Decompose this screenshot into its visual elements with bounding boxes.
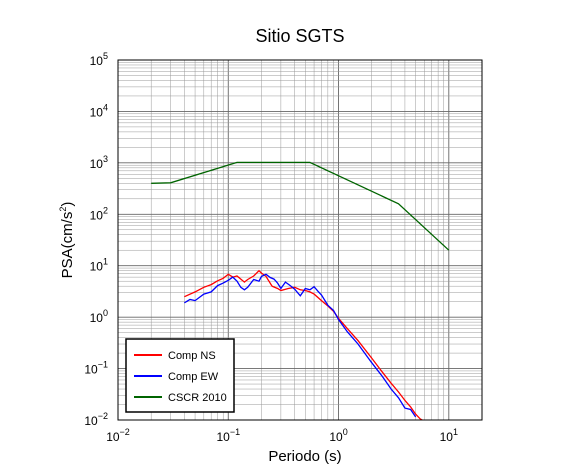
y-tick-base: 10: [90, 311, 104, 325]
y-tick-base: 10: [90, 260, 104, 274]
y-tick-label: 104: [90, 102, 108, 119]
x-tick-label: 10−2: [106, 427, 130, 444]
x-tick-base: 10: [216, 430, 230, 444]
y-tick-base: 10: [90, 157, 104, 171]
series-layer: [151, 161, 450, 420]
y-tick-label: 10−2: [84, 411, 108, 428]
y-tick-label: 10−1: [84, 360, 108, 377]
y-tick-base: 10: [90, 54, 104, 68]
y-tick-exponent: 2: [103, 205, 108, 215]
y-tick-base: 10: [90, 105, 104, 119]
x-tick-exponent: 0: [343, 427, 348, 437]
legend-label-1: Comp NS: [168, 350, 216, 362]
y-axis-label: PSA(cm/s2): [58, 202, 76, 279]
x-tick-exponent: −1: [230, 427, 240, 437]
x-tick-label: 100: [329, 427, 347, 444]
y-axis-label-base: PSA(cm/s: [59, 212, 76, 279]
series-line-1: [184, 269, 424, 420]
y-tick-exponent: −2: [98, 411, 108, 421]
x-tick-exponent: 1: [453, 427, 458, 437]
x-tick-base: 10: [440, 430, 454, 444]
x-tick-label: 101: [440, 427, 458, 444]
y-tick-exponent: 0: [103, 308, 108, 318]
y-tick-exponent: 5: [103, 51, 108, 61]
legend: Comp NS Comp EW CSCR 2010: [125, 338, 235, 413]
y-tick-exponent: 1: [103, 257, 108, 267]
legend-label-2: Comp EW: [168, 371, 219, 383]
x-tick-labels: 10−2 10−1 100 101: [106, 427, 458, 444]
y-tick-base: 10: [84, 414, 98, 428]
y-tick-exponent: −1: [98, 360, 108, 370]
x-tick-base: 10: [329, 430, 343, 444]
x-tick-label: 10−1: [216, 427, 240, 444]
chart-title: Sitio SGTS: [255, 26, 344, 46]
y-tick-label: 102: [90, 205, 108, 222]
series-line-2: [184, 273, 417, 418]
y-axis-label-tail: ): [59, 202, 76, 207]
plot-frame: [117, 59, 483, 421]
legend-label-3: CSCR 2010: [168, 392, 227, 404]
y-tick-label: 105: [90, 51, 108, 68]
x-tick-base: 10: [106, 430, 120, 444]
y-tick-label: 101: [90, 257, 108, 274]
y-tick-base: 10: [90, 208, 104, 222]
y-tick-label: 103: [90, 154, 108, 171]
y-axis-label-sup: 2: [58, 207, 68, 212]
x-axis-label: Periodo (s): [268, 448, 341, 465]
y-tick-label: 100: [90, 308, 108, 325]
series-line-3: [151, 161, 450, 251]
y-tick-exponent: 3: [103, 154, 108, 164]
y-tick-exponent: 4: [103, 102, 108, 112]
x-tick-exponent: −2: [120, 427, 130, 437]
y-tick-base: 10: [84, 363, 98, 377]
